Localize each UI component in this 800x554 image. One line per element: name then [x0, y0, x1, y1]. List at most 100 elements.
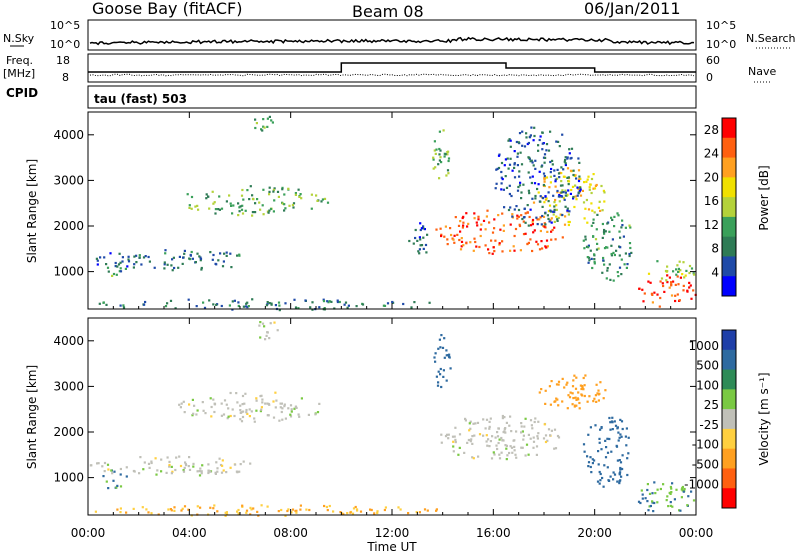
- heatmap-cell: [200, 266, 203, 270]
- heatmap-cell: [274, 304, 277, 307]
- heatmap-cell: [207, 463, 210, 466]
- heatmap-cell: [496, 435, 500, 438]
- heatmap-cell: [580, 393, 583, 396]
- heatmap-cell: [646, 488, 649, 492]
- heatmap-cell: [536, 223, 539, 226]
- heatmap-cell: [457, 453, 460, 456]
- heatmap-cell: [424, 243, 428, 247]
- heatmap-cell: [569, 391, 572, 394]
- heatmap-cell: [560, 172, 563, 175]
- heatmap-cell: [414, 236, 417, 240]
- heatmap-cell: [175, 456, 178, 459]
- heatmap-cell: [568, 396, 572, 399]
- colorbar-tick-label: 1000: [688, 339, 719, 353]
- heatmap-cell: [488, 427, 491, 430]
- heatmap-cell: [445, 354, 448, 357]
- heatmap-cell: [221, 464, 224, 467]
- heatmap-cell: [583, 181, 586, 184]
- heatmap-cell: [294, 306, 298, 309]
- heatmap-cell: [599, 472, 602, 476]
- heatmap-cell: [639, 501, 642, 505]
- heatmap-cell: [489, 440, 492, 443]
- heatmap-cell: [212, 253, 215, 257]
- heatmap-cell: [328, 300, 331, 303]
- heatmap-cell: [219, 252, 222, 255]
- heatmap-cell: [419, 244, 422, 247]
- heatmap-cell: [567, 213, 570, 216]
- heatmap-cell: [459, 220, 462, 223]
- heatmap-cell: [527, 224, 530, 227]
- heatmap-cell: [237, 214, 240, 217]
- heatmap-cell: [417, 250, 420, 253]
- heatmap-cell: [200, 472, 203, 475]
- heatmap-cell: [543, 180, 546, 183]
- heatmap-cell: [553, 226, 556, 229]
- heatmap-cell: [555, 208, 558, 211]
- heatmap-cell: [442, 375, 445, 378]
- heatmap-cell: [290, 511, 293, 514]
- x-tick-labels: 00:00 04:00 08:00 12:00 16:00 20:00 00:00: [71, 526, 714, 540]
- heatmap-cell: [513, 163, 516, 166]
- heatmap-cell: [692, 289, 695, 292]
- heatmap-cell: [200, 470, 203, 473]
- heatmap-cell: [509, 157, 512, 160]
- heatmap-cell: [236, 254, 239, 257]
- heatmap-cell: [443, 337, 446, 340]
- heatmap-cell: [682, 261, 685, 264]
- heatmap-cell: [547, 210, 550, 213]
- heatmap-cell: [535, 240, 538, 243]
- heatmap-cell: [168, 465, 171, 468]
- heatmap-cell: [281, 186, 284, 189]
- heatmap-cell: [259, 208, 262, 211]
- heatmap-cell: [532, 231, 535, 234]
- heatmap-cell: [218, 195, 221, 198]
- heatmap-cell: [597, 389, 600, 392]
- heatmap-cell: [498, 153, 501, 156]
- heatmap-cell: [484, 228, 487, 231]
- heatmap-cell: [448, 353, 451, 356]
- heatmap-cell: [535, 216, 538, 219]
- heatmap-cell: [276, 329, 279, 332]
- heatmap-cell: [239, 411, 242, 414]
- heatmap-cell: [178, 455, 181, 458]
- heatmap-cell: [484, 244, 487, 247]
- heatmap-cell: [612, 471, 615, 474]
- heatmap-cell: [669, 485, 672, 489]
- heatmap-cell: [521, 430, 524, 433]
- heatmap-cell: [461, 216, 464, 220]
- heatmap-cell: [501, 178, 504, 181]
- heatmap-cell: [466, 225, 469, 228]
- heatmap-cell: [318, 306, 321, 309]
- heatmap-cell: [646, 500, 649, 503]
- heatmap-cell: [233, 414, 236, 418]
- heatmap-cell: [575, 177, 578, 180]
- colorbar-swatch: [722, 236, 736, 257]
- heatmap-cell: [589, 465, 592, 469]
- heatmap-cell: [251, 194, 254, 197]
- heatmap-cell: [548, 204, 552, 207]
- heatmap-cell: [199, 259, 202, 262]
- heatmap-cell: [416, 239, 419, 242]
- heatmap-cell: [531, 223, 534, 226]
- heatmap-cell: [554, 178, 557, 181]
- heatmap-cell: [609, 421, 612, 424]
- heatmap-cell: [349, 511, 352, 514]
- heatmap-cell: [117, 263, 121, 266]
- velocity-heatmap: [89, 321, 696, 517]
- heatmap-cell: [464, 417, 467, 420]
- heatmap-cell: [437, 347, 440, 350]
- x-tick-label: 16:00: [476, 526, 511, 540]
- heatmap-cell: [652, 510, 655, 513]
- heatmap-cell: [666, 265, 669, 268]
- heatmap-cell: [127, 258, 130, 261]
- heatmap-cell: [266, 331, 269, 334]
- heatmap-cell: [500, 451, 503, 454]
- heatmap-cell: [677, 270, 680, 273]
- heatmap-cell: [542, 437, 546, 440]
- colorbar-swatch: [722, 330, 736, 351]
- heatmap-cell: [209, 470, 212, 473]
- heatmap-cell: [399, 508, 402, 511]
- heatmap-cell: [214, 471, 217, 474]
- heatmap-cell: [608, 230, 611, 233]
- colorbar-tick-label: -100: [692, 438, 719, 452]
